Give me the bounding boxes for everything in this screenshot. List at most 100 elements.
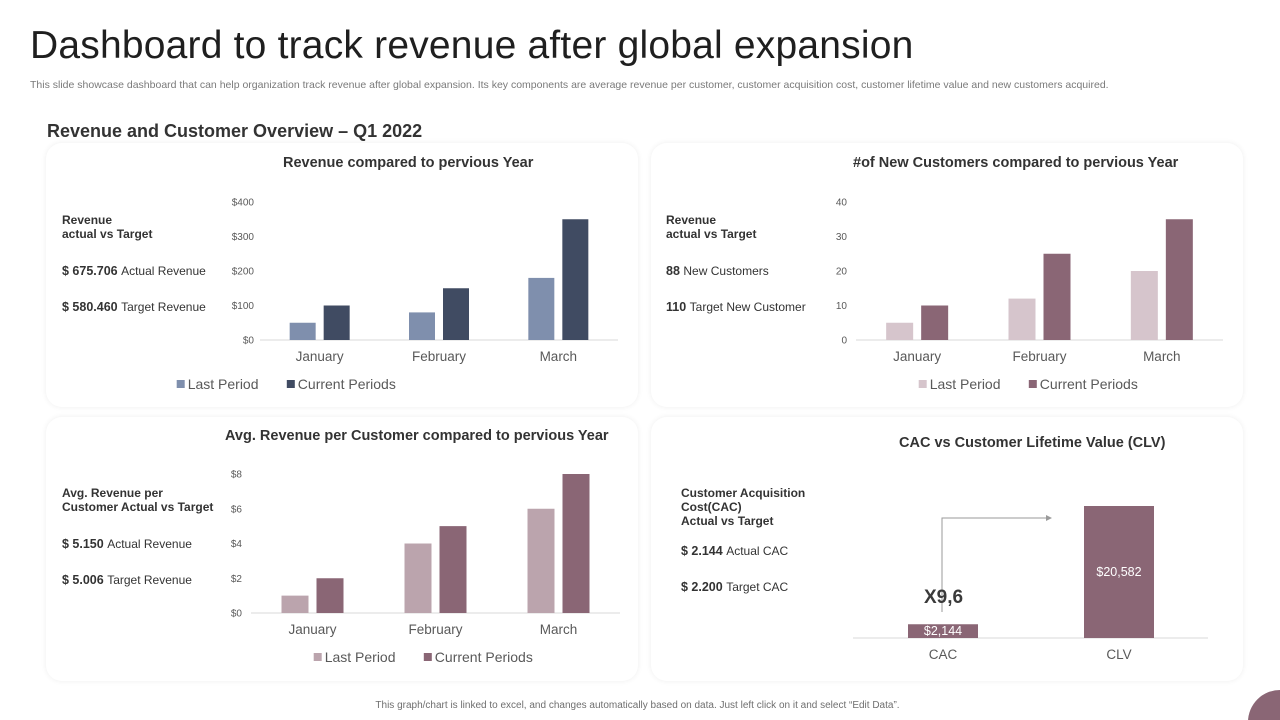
bar-march-current-periods[interactable] — [1165, 219, 1193, 340]
ratio-arrow-head-icon — [1046, 515, 1052, 521]
y-tick-label: $100 — [232, 301, 255, 312]
y-tick-label: 0 — [841, 336, 847, 347]
avg-revenue-kpi-actual-value: $ 5.150 — [62, 537, 104, 551]
legend-label-current-periods: Current Periods — [435, 649, 533, 665]
bar-cac[interactable] — [908, 624, 978, 638]
page-subtitle: This slide showcase dashboard that can h… — [30, 79, 1109, 91]
legend-swatch-last-period — [176, 380, 185, 388]
cac-kpi-target-label: Target CAC — [726, 580, 789, 594]
avg-revenue-kpi-actual: $ 5.150 Actual Revenue — [62, 537, 192, 551]
avg-revenue-panel-title: Avg. Revenue per Customer compared to pe… — [225, 428, 609, 444]
y-tick-label: $4 — [231, 539, 243, 550]
bar-february-current-periods[interactable] — [1043, 253, 1071, 340]
customers-kpi-actual-value: 88 — [666, 264, 680, 278]
legend-swatch-current-periods — [1028, 380, 1037, 388]
cac-kpi-target: $ 2.200 Target CAC — [681, 580, 788, 594]
revenue-kpi-actual: $ 675.706 Actual Revenue — [62, 264, 206, 278]
y-tick-label: 20 — [836, 267, 848, 278]
cac-clv-panel: CAC vs Customer Lifetime Value (CLV) Cus… — [651, 417, 1243, 681]
avg-revenue-kpi-heading: Avg. Revenue per Customer Actual vs Targ… — [62, 486, 214, 514]
bar-february-last-period[interactable] — [404, 543, 432, 614]
bar-march-current-periods[interactable] — [562, 474, 590, 613]
legend-label-current-periods: Current Periods — [298, 376, 396, 392]
bar-january-current-periods[interactable] — [323, 305, 350, 341]
bar-february-current-periods[interactable] — [439, 526, 467, 613]
bar-clv[interactable] — [1084, 506, 1154, 638]
x-tick-label-february: February — [1012, 349, 1066, 364]
ratio-label: X9,6 — [924, 587, 963, 608]
cac-clv-bar-chart[interactable]: X9,6 $2,144 CAC $20,582 CLV — [651, 417, 1243, 681]
bar-february-last-period[interactable] — [409, 312, 435, 340]
y-tick-label: $6 — [231, 504, 243, 515]
customers-kpi-heading: Revenue actual vs Target — [666, 213, 757, 241]
revenue-kpi-heading: Revenue actual vs Target — [62, 213, 153, 241]
x-tick-label-clv: CLV — [1106, 647, 1131, 662]
legend-swatch-current-periods — [423, 653, 432, 661]
avg-revenue-bar-chart[interactable]: $0 $2 $4 $6 $8 January February March Last Perio… — [46, 417, 638, 681]
legend-swatch-last-period — [313, 653, 322, 661]
y-tick-label: 40 — [836, 198, 848, 209]
bar-march-last-period[interactable] — [1130, 271, 1158, 340]
avg-revenue-kpi-target-label: Target Revenue — [107, 573, 192, 587]
y-tick-label: $200 — [232, 267, 255, 278]
customers-kpi-target-value: 110 — [666, 300, 687, 314]
revenue-bar-chart[interactable]: $0 $100 $200 $300 $400 January February March La… — [46, 143, 638, 407]
x-tick-label-january: January — [893, 349, 941, 364]
cac-kpi-target-value: $ 2.200 — [681, 580, 723, 594]
legend-label-last-period: Last Period — [188, 376, 259, 392]
avg-revenue-kpi-target-value: $ 5.006 — [62, 573, 104, 587]
cac-clv-panel-title: CAC vs Customer Lifetime Value (CLV) — [899, 435, 1166, 451]
legend-swatch-current-periods — [286, 380, 295, 388]
x-tick-label-february: February — [408, 622, 462, 637]
legend-label-last-period: Last Period — [930, 376, 1001, 392]
x-tick-label-march: March — [540, 622, 578, 637]
customers-kpi-actual-label: New Customers — [683, 264, 769, 278]
y-tick-label: $400 — [232, 198, 255, 209]
bar-march-last-period[interactable] — [528, 277, 555, 340]
revenue-kpi-actual-value: $ 675.706 — [62, 264, 118, 278]
legend-label-current-periods: Current Periods — [1040, 376, 1138, 392]
bar-march-last-period[interactable] — [527, 508, 555, 613]
x-tick-label-february: February — [412, 349, 466, 364]
revenue-kpi-target-label: Target Revenue — [121, 300, 206, 314]
bar-march-current-periods[interactable] — [562, 219, 589, 340]
revenue-kpi-target: $ 580.460 Target Revenue — [62, 300, 206, 314]
y-tick-label: $0 — [231, 609, 243, 620]
bar-february-last-period[interactable] — [1008, 298, 1036, 340]
footer-note: This graph/chart is linked to excel, and… — [375, 700, 900, 711]
cac-kpi-heading: Customer Acquisition Cost(CAC) Actual vs… — [681, 486, 806, 528]
y-tick-label: 30 — [836, 232, 848, 243]
revenue-panel-title: Revenue compared to pervious Year — [283, 155, 534, 171]
section-title: Revenue and Customer Overview – Q1 2022 — [47, 121, 423, 141]
legend-label-last-period: Last Period — [325, 649, 396, 665]
bar-value-label-clv: $20,582 — [1096, 565, 1141, 579]
cac-kpi-actual-value: $ 2.144 — [681, 544, 723, 558]
bar-january-current-periods[interactable] — [921, 305, 949, 341]
avg-revenue-kpi-target: $ 5.006 Target Revenue — [62, 573, 192, 587]
bar-january-last-period[interactable] — [886, 322, 914, 340]
revenue-panel: Revenue compared to pervious Year Revenu… — [46, 143, 638, 407]
cac-kpi-actual: $ 2.144 Actual CAC — [681, 544, 788, 558]
revenue-kpi-actual-label: Actual Revenue — [121, 264, 206, 278]
customers-kpi-target: 110 Target New Customer — [666, 300, 806, 314]
y-tick-label: $8 — [231, 470, 243, 481]
bar-january-last-period[interactable] — [281, 595, 309, 613]
bar-january-last-period[interactable] — [289, 322, 316, 340]
bar-january-current-periods[interactable] — [316, 578, 344, 613]
customers-panel: #of New Customers compared to pervious Y… — [651, 143, 1243, 407]
y-tick-label: $300 — [232, 232, 255, 243]
customers-bar-chart[interactable]: 0 10 20 30 40 January February March Last Period… — [651, 143, 1243, 407]
y-tick-label: $2 — [231, 574, 243, 585]
x-tick-label-march: March — [1143, 349, 1181, 364]
customers-kpi-target-label: Target New Customer — [689, 300, 806, 314]
x-tick-label-january: January — [296, 349, 344, 364]
x-tick-label-march: March — [540, 349, 578, 364]
legend-swatch-last-period — [918, 380, 927, 388]
bar-february-current-periods[interactable] — [443, 288, 469, 340]
customers-panel-title: #of New Customers compared to pervious Y… — [853, 155, 1179, 171]
x-tick-label-cac: CAC — [929, 647, 958, 662]
customers-kpi-actual: 88 New Customers — [666, 264, 769, 278]
bar-value-label-cac: $2,144 — [924, 624, 962, 638]
revenue-kpi-target-value: $ 580.460 — [62, 300, 118, 314]
x-tick-label-january: January — [288, 622, 336, 637]
